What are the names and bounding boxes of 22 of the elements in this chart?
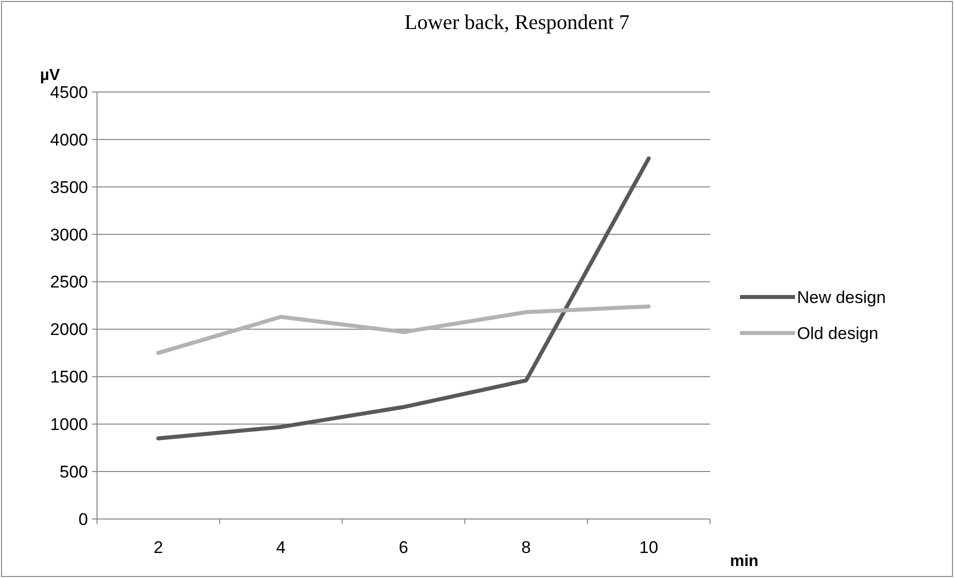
x-tick-label: 4 — [276, 538, 286, 557]
y-tick-label: 500 — [60, 462, 88, 482]
x-axis-title: min — [730, 553, 758, 570]
x-tick-label: 10 — [639, 538, 658, 557]
y-tick-label: 2000 — [50, 320, 88, 340]
legend-label: Old design — [797, 324, 878, 343]
y-tick-label: 2500 — [50, 272, 88, 292]
legend-label: New design — [797, 288, 886, 307]
y-tick-label: 3000 — [50, 225, 88, 244]
y-tick-label: 1000 — [50, 415, 88, 434]
x-tick-label: 6 — [398, 538, 408, 557]
y-tick-label: 1500 — [50, 368, 88, 387]
y-tick-label: 4000 — [50, 130, 88, 150]
y-tick-label: 3500 — [50, 178, 88, 197]
y-tick-label: 4500 — [50, 82, 88, 102]
x-tick-label: 8 — [521, 538, 531, 557]
line-series — [156, 304, 651, 355]
x-tick-label: 2 — [154, 538, 164, 557]
chart-title: Lower back, Respondent 7 — [404, 10, 630, 34]
line-series — [156, 156, 651, 440]
y-tick-label: 0 — [78, 510, 88, 529]
y-axis-title: µV — [40, 67, 60, 84]
